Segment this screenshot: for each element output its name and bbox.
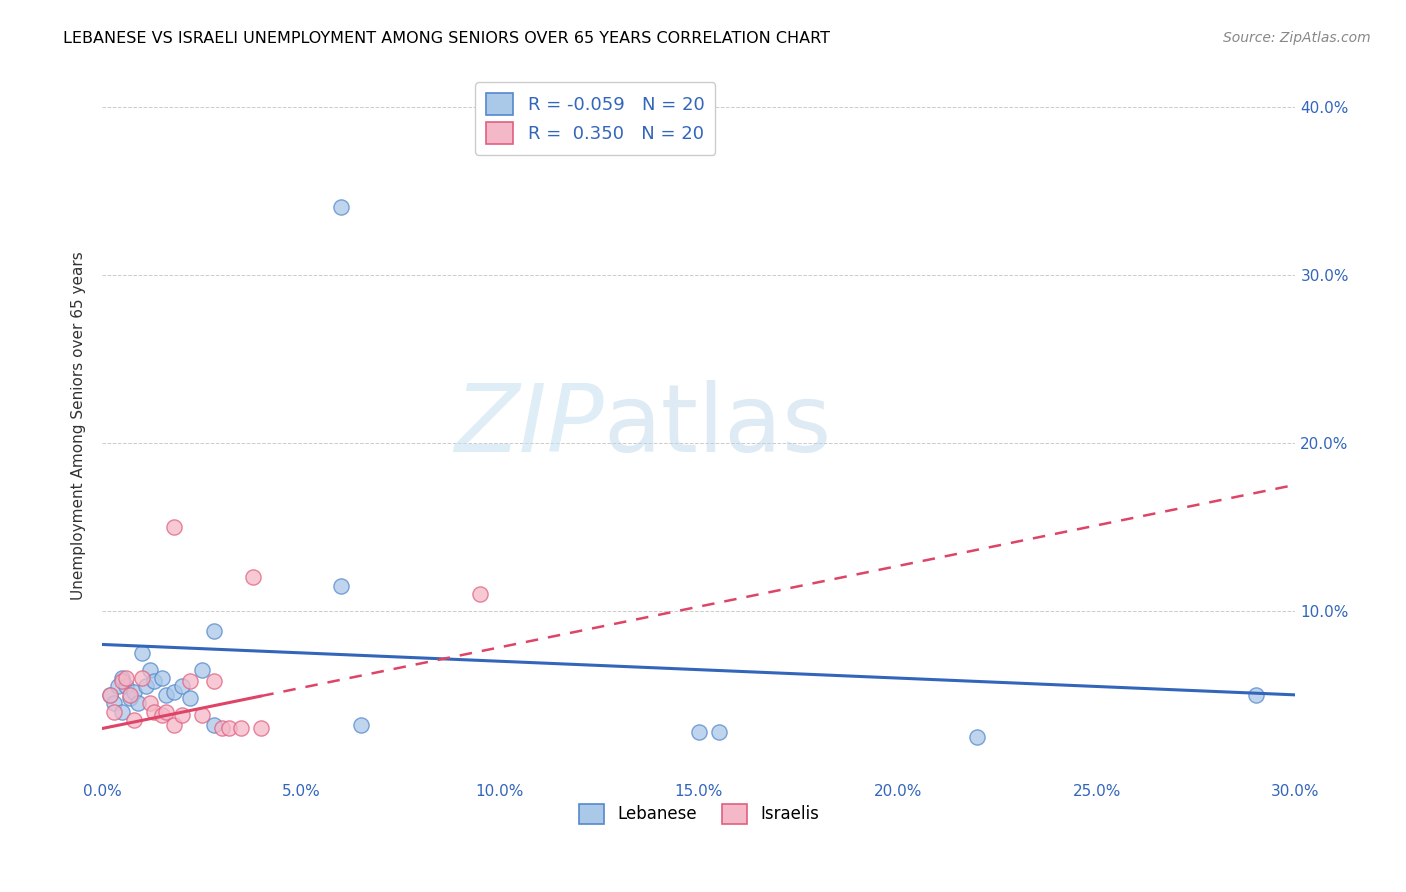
Point	[163, 520, 186, 534]
Point	[107, 680, 129, 694]
Point	[170, 708, 193, 723]
Point	[111, 674, 134, 689]
Point	[115, 680, 138, 694]
Point	[163, 684, 186, 698]
Point	[190, 708, 212, 723]
Point	[179, 691, 201, 706]
Point	[329, 201, 352, 215]
Point	[118, 688, 141, 702]
Point	[179, 674, 201, 689]
Point	[468, 587, 491, 601]
Point	[707, 724, 730, 739]
Point	[163, 718, 186, 732]
Text: LEBANESE VS ISRAELI UNEMPLOYMENT AMONG SENIORS OVER 65 YEARS CORRELATION CHART: LEBANESE VS ISRAELI UNEMPLOYMENT AMONG S…	[63, 31, 831, 46]
Point	[122, 684, 145, 698]
Point	[131, 646, 153, 660]
Point	[103, 696, 125, 710]
Point	[139, 663, 162, 677]
Point	[142, 674, 165, 689]
Point	[118, 691, 141, 706]
Point	[218, 722, 240, 736]
Point	[122, 713, 145, 727]
Point	[688, 724, 710, 739]
Point	[202, 674, 225, 689]
Point	[211, 722, 233, 736]
Point	[135, 680, 157, 694]
Text: Source: ZipAtlas.com: Source: ZipAtlas.com	[1223, 31, 1371, 45]
Point	[966, 730, 988, 744]
Point	[139, 696, 162, 710]
Point	[115, 671, 138, 685]
Point	[155, 688, 177, 702]
Point	[127, 696, 149, 710]
Point	[98, 688, 121, 702]
Point	[170, 680, 193, 694]
Point	[155, 705, 177, 719]
Point	[111, 671, 134, 685]
Legend: Lebanese, Israelis: Lebanese, Israelis	[569, 794, 830, 834]
Point	[103, 705, 125, 719]
Point	[131, 671, 153, 685]
Text: atlas: atlas	[603, 380, 831, 472]
Point	[111, 705, 134, 719]
Point	[350, 718, 373, 732]
Point	[202, 718, 225, 732]
Point	[231, 722, 253, 736]
Point	[329, 579, 352, 593]
Point	[150, 708, 173, 723]
Point	[202, 624, 225, 638]
Point	[250, 722, 273, 736]
Point	[150, 671, 173, 685]
Point	[1244, 688, 1267, 702]
Point	[142, 705, 165, 719]
Point	[242, 570, 264, 584]
Y-axis label: Unemployment Among Seniors over 65 years: Unemployment Among Seniors over 65 years	[72, 252, 86, 600]
Point	[190, 663, 212, 677]
Point	[98, 688, 121, 702]
Text: ZIP: ZIP	[454, 381, 603, 472]
